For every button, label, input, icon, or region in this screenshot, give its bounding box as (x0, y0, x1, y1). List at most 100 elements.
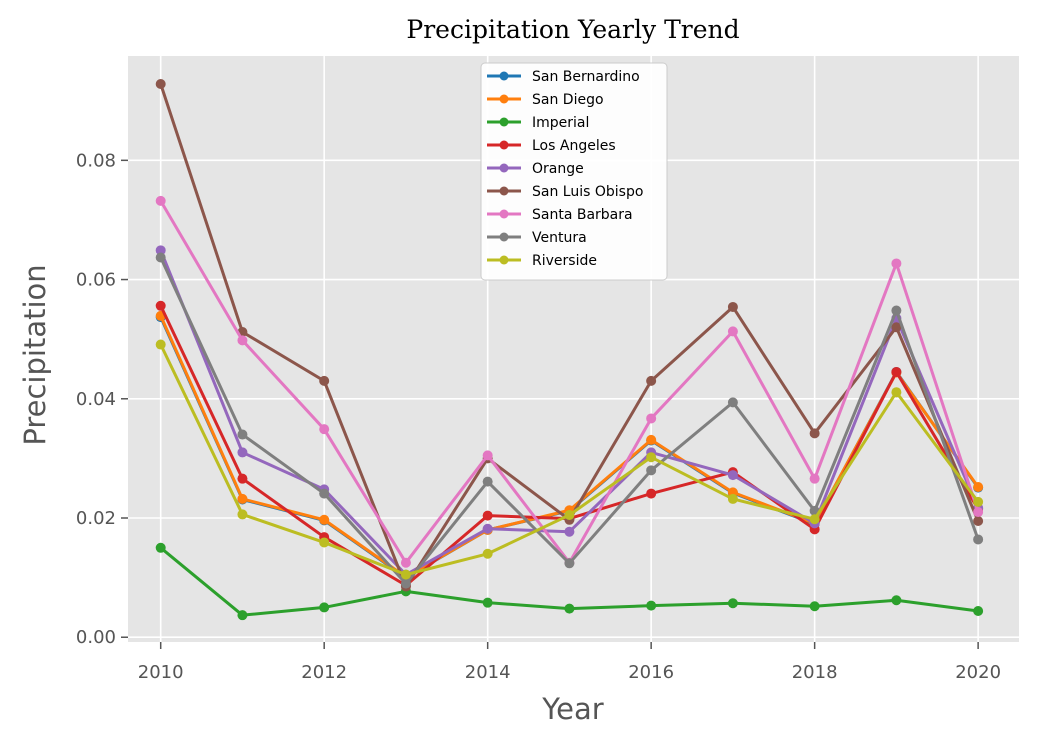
data-point (564, 603, 575, 614)
series-riverside (155, 339, 984, 580)
x-tick-label: 2016 (628, 662, 674, 683)
data-point (237, 493, 248, 504)
legend-box (480, 62, 668, 281)
legend-marker (499, 117, 509, 127)
legend-marker (499, 209, 509, 219)
legend-marker (499, 232, 509, 242)
data-point (564, 510, 575, 521)
data-point (237, 447, 248, 458)
data-point (400, 578, 411, 589)
data-point (482, 597, 493, 608)
legend-item: Orange (487, 161, 584, 177)
data-point (973, 507, 984, 518)
legend-item: Santa Barbara (487, 207, 633, 223)
legend-marker (499, 163, 509, 173)
legend-marker (499, 71, 509, 81)
legend-marker (499, 94, 509, 104)
legend-label: San Luis Obispo (532, 184, 643, 200)
data-point (155, 79, 166, 90)
data-point (237, 335, 248, 346)
data-point (891, 305, 902, 316)
data-point (646, 375, 657, 386)
chart-title: Precipitation Yearly Trend (406, 15, 739, 44)
data-point (400, 569, 411, 580)
y-tick-label: 0.00 (76, 627, 116, 648)
x-tick-label: 2014 (465, 662, 511, 683)
y-tick-label: 0.04 (76, 389, 116, 410)
data-point (727, 493, 738, 504)
data-point (809, 601, 820, 612)
legend-item: San Diego (487, 92, 604, 108)
data-point (973, 606, 984, 617)
legend-item: Los Angeles (487, 138, 616, 154)
legend-marker (499, 140, 509, 150)
y-tick-label: 0.08 (76, 150, 116, 171)
data-point (564, 526, 575, 537)
legend-item: Ventura (487, 230, 587, 246)
data-point (973, 534, 984, 545)
data-point (237, 429, 248, 440)
data-point (482, 510, 493, 521)
legend-label: Ventura (532, 230, 587, 246)
y-axis-label: Precipitation (18, 264, 52, 445)
series-ventura (155, 252, 984, 589)
data-point (809, 473, 820, 484)
legend-label: Santa Barbara (532, 207, 633, 223)
data-point (727, 598, 738, 609)
x-tick-label: 2018 (792, 662, 838, 683)
data-point (646, 452, 657, 463)
series-layer (155, 79, 984, 621)
data-point (727, 301, 738, 312)
axes: 0.00 0.02 0.04 0.06 0.08 2010 2012 2014 2016 2018… (76, 150, 1001, 683)
data-point (319, 602, 330, 613)
data-point (891, 595, 902, 606)
legend-label: Imperial (532, 115, 589, 131)
legend-item: San Bernardino (487, 69, 640, 85)
data-point (646, 413, 657, 424)
legend-item: Riverside (487, 253, 597, 269)
data-point (973, 496, 984, 507)
data-point (973, 482, 984, 493)
legend-label: San Diego (532, 92, 604, 108)
x-tick-label: 2020 (955, 662, 1001, 683)
data-point (319, 375, 330, 386)
data-point (727, 397, 738, 408)
data-point (891, 258, 902, 269)
data-point (564, 558, 575, 569)
series-imperial (155, 542, 984, 621)
data-point (319, 514, 330, 525)
data-point (646, 600, 657, 611)
y-tick-label: 0.02 (76, 508, 116, 529)
data-point (237, 610, 248, 621)
x-tick-label: 2010 (138, 662, 184, 683)
legend-label: Los Angeles (532, 138, 616, 154)
legend-item: San Luis Obispo (487, 184, 643, 200)
y-tick-label: 0.06 (76, 270, 116, 291)
data-point (809, 514, 820, 525)
legend-label: San Bernardino (532, 69, 640, 85)
legend-marker (499, 186, 509, 196)
data-point (482, 450, 493, 461)
data-point (891, 366, 902, 377)
data-point (727, 326, 738, 337)
data-point (646, 488, 657, 499)
data-point (155, 252, 166, 263)
data-point (400, 557, 411, 568)
data-point (973, 515, 984, 526)
data-point (482, 548, 493, 559)
legend-marker (499, 255, 509, 265)
data-point (646, 465, 657, 476)
data-point (319, 488, 330, 499)
data-point (155, 195, 166, 206)
data-point (646, 434, 657, 445)
legend-label: Orange (532, 161, 584, 177)
data-point (155, 245, 166, 256)
legend-item: Imperial (487, 115, 589, 131)
data-point (482, 523, 493, 534)
data-point (155, 300, 166, 311)
data-point (809, 428, 820, 439)
legend: San Bernardino San Diego Imperial Los Angel… (480, 62, 668, 281)
data-point (891, 387, 902, 398)
data-point (891, 322, 902, 333)
